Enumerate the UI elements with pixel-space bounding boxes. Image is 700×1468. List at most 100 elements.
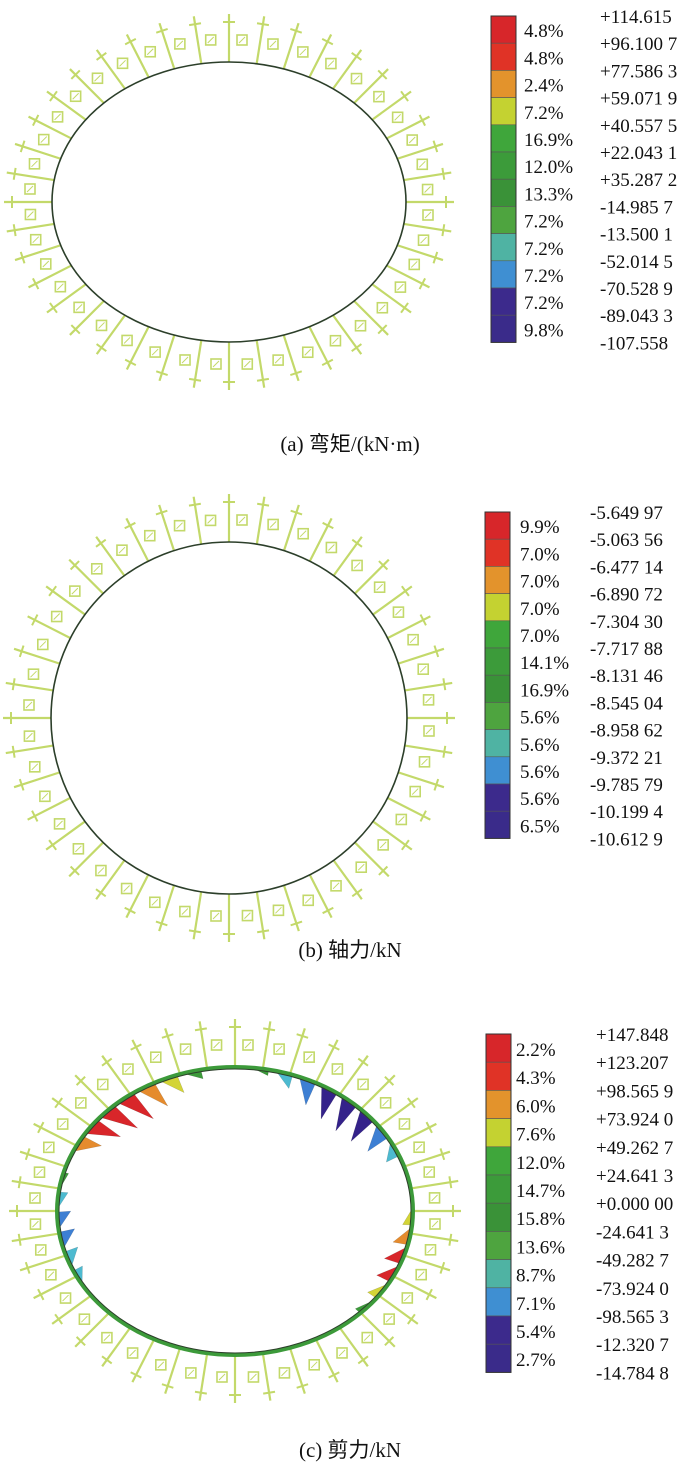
spring-tick bbox=[322, 906, 334, 915]
legend-swatch bbox=[485, 1146, 512, 1176]
spring-box bbox=[331, 1063, 344, 1075]
legend-value: -8.545 04 bbox=[590, 693, 663, 714]
legend-value: -73.924 0 bbox=[596, 1279, 669, 1300]
spring-tick bbox=[70, 324, 81, 335]
spring-box-mark bbox=[395, 608, 402, 616]
legend-value: +96.100 7 bbox=[600, 34, 677, 55]
spring-box-mark bbox=[327, 60, 335, 67]
spring-box bbox=[408, 258, 421, 271]
spring-box bbox=[417, 234, 430, 246]
spring-tick bbox=[54, 1097, 63, 1109]
spring-box-mark bbox=[243, 360, 251, 368]
spring-tick bbox=[124, 38, 137, 46]
spring-box-mark bbox=[41, 792, 49, 800]
spring-tick bbox=[101, 1057, 113, 1067]
spring-box-mark bbox=[207, 517, 214, 524]
spring-box-mark bbox=[408, 136, 416, 144]
legend-swatch bbox=[490, 287, 517, 316]
spring-box-mark bbox=[182, 1045, 189, 1053]
legend-value: -7.717 88 bbox=[590, 639, 663, 660]
legend-percentage: 5.6% bbox=[520, 708, 560, 729]
legend-value: +24.641 3 bbox=[596, 1166, 673, 1187]
spring-tick bbox=[290, 370, 303, 376]
lining-ring bbox=[55, 1065, 415, 1357]
spring-tick bbox=[24, 1261, 31, 1274]
spring-box bbox=[210, 910, 222, 922]
spring-box bbox=[179, 905, 191, 918]
spring-box bbox=[179, 354, 191, 366]
spring-box-mark bbox=[207, 36, 215, 44]
spring-box bbox=[116, 57, 129, 70]
legend-swatch bbox=[490, 151, 517, 180]
spring-box bbox=[273, 1043, 285, 1055]
spring-tick bbox=[432, 140, 439, 153]
legend-value: +22.043 1 bbox=[600, 143, 677, 164]
legend-value: -9.372 21 bbox=[590, 748, 663, 769]
spring-box bbox=[422, 209, 434, 221]
spring-box bbox=[330, 880, 342, 892]
spring-box-mark bbox=[424, 186, 431, 193]
spring-box-mark bbox=[304, 348, 312, 356]
spring-box-mark bbox=[151, 898, 159, 906]
caption-bending-moment: (a) 弯矩/(kN·m) bbox=[280, 432, 420, 456]
spring-tick bbox=[49, 90, 58, 102]
spring-box-mark bbox=[26, 185, 34, 193]
legend-swatch bbox=[484, 511, 511, 540]
spring-box-mark bbox=[420, 236, 427, 244]
spring-box-mark bbox=[417, 1271, 425, 1279]
spring-box bbox=[143, 529, 156, 542]
spring-tick bbox=[448, 1233, 453, 1246]
spring-supports bbox=[4, 14, 454, 390]
legend-value: +123.207 bbox=[596, 1053, 668, 1074]
spring-tick bbox=[95, 538, 107, 548]
spring-box-mark bbox=[250, 1373, 257, 1381]
spring-box-mark bbox=[94, 74, 101, 82]
spring-tick bbox=[419, 614, 427, 626]
spring-box bbox=[216, 1371, 228, 1383]
legend-swatch bbox=[485, 1202, 512, 1232]
lining-ring bbox=[50, 541, 408, 895]
spring-box-mark bbox=[427, 1246, 434, 1254]
spring-tick bbox=[32, 114, 40, 127]
spring-box-mark bbox=[363, 1334, 371, 1341]
spring-box bbox=[357, 1078, 369, 1091]
legend-frame bbox=[485, 1033, 512, 1373]
spring-box-mark bbox=[32, 236, 40, 244]
spring-box bbox=[204, 34, 217, 46]
spring-box-mark bbox=[275, 906, 282, 914]
spring-box-mark bbox=[152, 1053, 160, 1061]
spring-box-mark bbox=[269, 40, 277, 48]
spring-box-mark bbox=[353, 75, 360, 82]
spring-box bbox=[91, 72, 104, 85]
legend-percentage: 2.7% bbox=[516, 1350, 556, 1371]
spring-box bbox=[149, 346, 161, 358]
spring-box-mark bbox=[281, 1369, 288, 1377]
spring-box bbox=[423, 1166, 436, 1178]
spring-tick bbox=[48, 585, 57, 597]
spring-box-mark bbox=[359, 1080, 367, 1088]
spring-box-mark bbox=[382, 1099, 389, 1107]
legend-swatch bbox=[490, 178, 517, 207]
legend-value: -12.320 7 bbox=[596, 1335, 669, 1356]
spring-tick bbox=[328, 1043, 340, 1051]
spring-box bbox=[37, 638, 49, 651]
spring-box bbox=[241, 909, 254, 922]
spring-box-mark bbox=[98, 322, 105, 329]
legend-swatch bbox=[485, 1174, 512, 1204]
spring-box bbox=[267, 38, 279, 50]
spring-box bbox=[350, 72, 363, 85]
spring-tick bbox=[377, 324, 388, 335]
caption-axial-force: (b) 轴力/kN bbox=[298, 938, 402, 962]
spring-tick bbox=[70, 69, 81, 80]
spring-box-mark bbox=[375, 93, 383, 100]
spring-tick bbox=[442, 678, 447, 691]
spring-tick bbox=[75, 1336, 86, 1347]
legend-swatch bbox=[490, 260, 517, 289]
spring-tick bbox=[69, 560, 80, 571]
axial-force-band bbox=[50, 541, 408, 895]
legend-value: +0.000 00 bbox=[596, 1194, 673, 1215]
legend-swatch bbox=[490, 124, 517, 153]
spring-box bbox=[23, 730, 36, 742]
spring-box bbox=[90, 563, 103, 575]
spring-tick bbox=[419, 810, 427, 822]
